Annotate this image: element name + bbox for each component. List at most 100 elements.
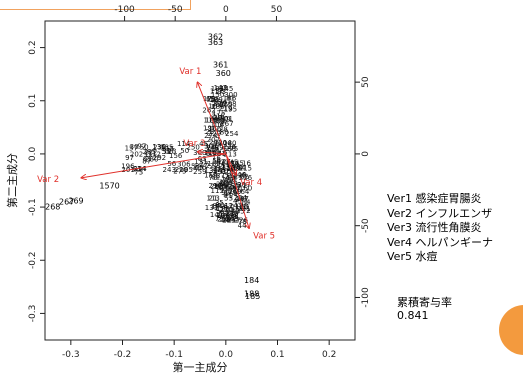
cloud-point-label: 274 bbox=[204, 132, 218, 140]
point-label: 31 bbox=[161, 147, 171, 156]
cloud-point-label: 64 bbox=[222, 160, 231, 168]
cloud-point-label: 286 bbox=[224, 178, 238, 186]
cloud-point-label: 171 bbox=[211, 143, 224, 151]
point-label: 361 bbox=[213, 60, 228, 69]
arrow-label: Var 3 bbox=[183, 139, 205, 149]
point-label: 13 bbox=[221, 163, 231, 172]
cloud-point-label: 93 bbox=[217, 88, 226, 96]
cloud-point-label: 168 bbox=[215, 183, 228, 191]
cloud-point-label: 246 bbox=[233, 171, 247, 179]
cloud-point-label: 145 bbox=[220, 85, 233, 93]
cloud-point-label: 247 bbox=[205, 146, 218, 154]
cumulative-value: 0.841 bbox=[397, 309, 429, 322]
cloud-point-label: 226 bbox=[235, 216, 249, 224]
cloud-point-label: 63 bbox=[224, 202, 233, 210]
cloud-point-label: 16 bbox=[212, 154, 221, 162]
cloud-point-label: 190 bbox=[230, 164, 243, 172]
cloud-point-label: 114 bbox=[177, 140, 191, 148]
cloud-point-label: 166 bbox=[208, 125, 222, 133]
cloud-point-label: 134 bbox=[213, 99, 227, 107]
cloud-point-label: 50 bbox=[180, 147, 189, 155]
cloud-point-label: 296 bbox=[213, 100, 227, 108]
cloud-point-label: 56 bbox=[220, 216, 229, 224]
cloud-point-label: 239 bbox=[153, 144, 166, 152]
cloud-point-label: 63 bbox=[198, 155, 207, 163]
cloud-point-label: 112 bbox=[148, 151, 161, 159]
x-tick-label: -0.2 bbox=[114, 350, 132, 360]
loading-arrow bbox=[197, 82, 227, 155]
cloud-point-label: 161 bbox=[213, 117, 226, 125]
cloud-point-label: 265 bbox=[219, 101, 232, 109]
cloud-point-label: 78 bbox=[238, 218, 247, 226]
point-label: 267 bbox=[59, 197, 74, 206]
cloud-point-label: 245 bbox=[231, 160, 244, 168]
legend-entry-ver4: Ver4 ヘルパンギーナ bbox=[387, 235, 494, 249]
y-tick-label: -0.1 bbox=[28, 198, 38, 216]
cloud-point-label: 104 bbox=[219, 179, 233, 187]
cloud-point-label: 150 bbox=[211, 91, 224, 99]
cloud-point-label: 221 bbox=[237, 205, 250, 213]
cloud-point-label: 204 bbox=[218, 139, 232, 147]
cloud-point-label: 169 bbox=[224, 190, 237, 198]
cloud-point-label: 105 bbox=[180, 166, 193, 174]
cloud-point-label: 257 bbox=[211, 101, 224, 109]
cloud-point-label: 237 bbox=[212, 164, 225, 172]
cloud-point-label: 190 bbox=[203, 125, 216, 133]
top-tick-label: -100 bbox=[114, 5, 135, 15]
cloud-point-label: 106 bbox=[211, 121, 225, 129]
cloud-point-label: 147 bbox=[214, 84, 227, 92]
arrow-label: Var 5 bbox=[253, 231, 275, 241]
cloud-point-label: 112 bbox=[225, 209, 238, 217]
cloud-point-label: 220 bbox=[214, 139, 227, 147]
right-tick-label: -100 bbox=[361, 287, 371, 308]
cloud-point-label: 128 bbox=[216, 205, 229, 213]
cloud-point-label: 35 bbox=[215, 199, 224, 207]
cloud-point-label: 173 bbox=[163, 148, 176, 156]
cloud-point-label: 77 bbox=[232, 185, 241, 193]
cloud-point-label: 59 bbox=[227, 174, 236, 182]
cloud-point-label: 158 bbox=[229, 164, 242, 172]
y-tick-label: 0.0 bbox=[28, 146, 38, 161]
cloud-point-label: 117 bbox=[210, 87, 223, 95]
cloud-point-label: 267 bbox=[220, 120, 233, 128]
cloud-point-label: 131 bbox=[194, 158, 207, 166]
cloud-point-label: 72 bbox=[242, 207, 251, 215]
cloud-point-label: 209 bbox=[225, 215, 238, 223]
cloud-point-label: 90 bbox=[219, 179, 228, 187]
cloud-point-label: 285 bbox=[143, 148, 156, 156]
cloud-point-label: 207 bbox=[207, 136, 220, 144]
cloud-point-label: 202 bbox=[130, 151, 143, 159]
point-label: 188 bbox=[244, 289, 259, 298]
cloud-point-label: 108 bbox=[222, 168, 235, 176]
cloud-point-label: 50 bbox=[140, 144, 149, 152]
cloud-point-label: 127 bbox=[218, 158, 231, 166]
cloud-point-label: 19 bbox=[214, 114, 223, 122]
cloud-point-label: 56 bbox=[212, 157, 221, 165]
cloud-point-label: 219 bbox=[219, 105, 232, 113]
cloud-point-label: 10 bbox=[208, 102, 217, 110]
top-tick-label: -50 bbox=[168, 5, 183, 15]
cloud-point-label: 28 bbox=[219, 125, 228, 133]
cloud-point-label: 133 bbox=[221, 210, 234, 218]
y-tick-label: -0.2 bbox=[28, 251, 38, 269]
cloud-point-label: 254 bbox=[225, 130, 239, 138]
cloud-point-label: 280 bbox=[145, 155, 158, 163]
cloud-point-label: 258 bbox=[217, 216, 230, 224]
cloud-point-label: 196 bbox=[121, 163, 135, 171]
cloud-point-label: 45 bbox=[233, 198, 242, 206]
cloud-point-label: 155 bbox=[206, 95, 219, 103]
loading-arrow bbox=[197, 152, 226, 154]
cloud-point-label: 86 bbox=[227, 208, 236, 216]
cloud-point-label: 97 bbox=[125, 154, 134, 162]
y-tick-label: -0.3 bbox=[28, 305, 38, 323]
cloud-point-label: 292 bbox=[153, 154, 166, 162]
cloud-point-label: 180 bbox=[223, 140, 236, 148]
cloud-point-label: 247 bbox=[228, 183, 241, 191]
cloud-point-label: 235 bbox=[222, 216, 235, 224]
cloud-point-label: 65 bbox=[195, 164, 204, 172]
plot-frame bbox=[44, 20, 356, 341]
right-tick-label: 0 bbox=[361, 151, 371, 157]
cloud-point-label: 25 bbox=[217, 166, 226, 174]
cloud-point-label: 136 bbox=[152, 143, 166, 151]
cloud-point-label: 39 bbox=[219, 85, 228, 93]
